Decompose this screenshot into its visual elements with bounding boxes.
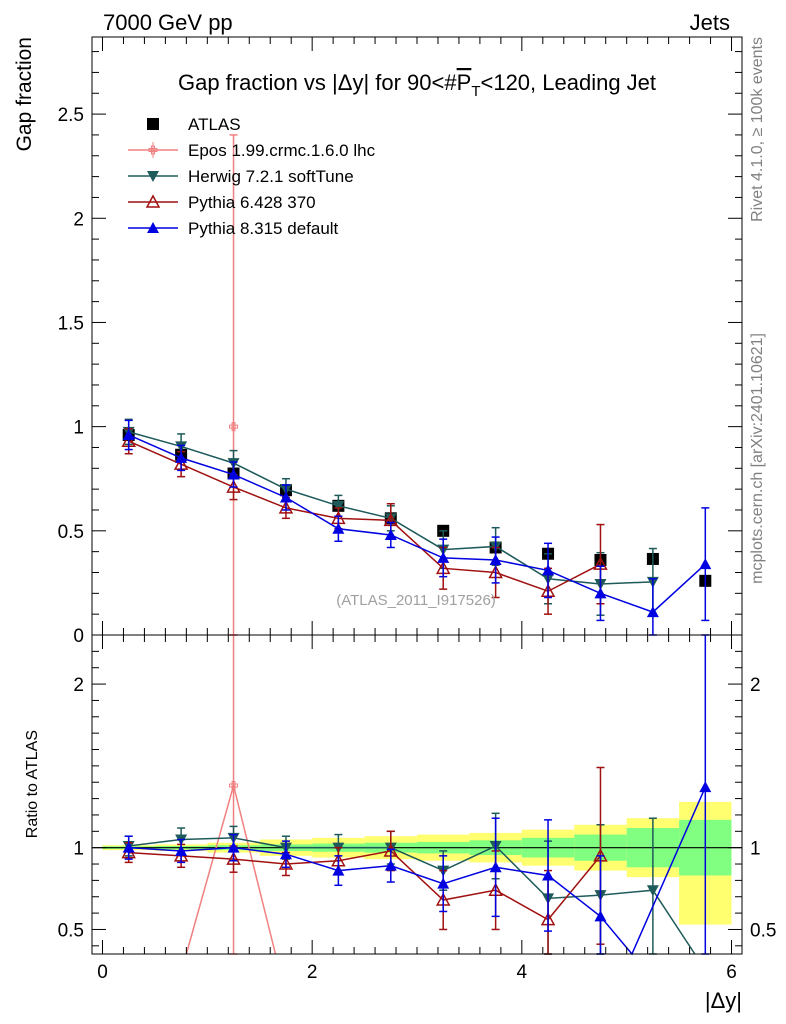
legend-label-herwig: Herwig 7.2.1 softTune [188, 167, 354, 186]
ratio-xtick-label: 6 [726, 962, 737, 983]
ratio-pythia8-point-0 [122, 841, 135, 853]
legend-label-epos: Epos 1.99.crmc.1.6.0 lhc [188, 141, 376, 160]
title-p: P [457, 70, 472, 95]
epos-point-0 [229, 422, 239, 432]
legend-item-herwig: Herwig 7.2.1 softTune [128, 167, 354, 186]
ratio-series-epos [185, 634, 277, 955]
title-sub: T [471, 83, 480, 100]
ratio-ytick-label-right: 1 [750, 839, 761, 860]
pythia8-point-8 [542, 564, 555, 576]
series-atlas [122, 428, 712, 587]
title-pre: Gap fraction vs |Δy| for 90<# [178, 70, 457, 95]
legend-label-pythia8: Pythia 8.315 default [188, 219, 339, 238]
pythia8-point-0 [122, 428, 135, 440]
main-ytick-label: 2 [73, 209, 84, 230]
ratio-ytick-label: 0.5 [58, 920, 84, 941]
uncertainty-bands [102, 801, 732, 925]
ratio-pythia8-point-3 [279, 848, 292, 860]
header-left: 7000 GeV pp [103, 10, 233, 35]
ratio-ytick-label: 1 [73, 839, 84, 860]
ratio-herwig-line [128, 837, 696, 955]
herwig-point-4 [332, 500, 345, 512]
legend-label-atlas: ATLAS [188, 115, 241, 134]
title-post: <120, Leading Jet [480, 70, 656, 95]
ratio-pythia8-point-1 [175, 844, 188, 856]
pythia8-point-9 [594, 587, 607, 599]
ratio-y-label: Ratio to ATLAS [24, 730, 41, 838]
side-label-top: Rivet 4.1.0, ≥ 100k events [749, 37, 766, 222]
pythia6-point-3 [278, 500, 294, 514]
ratio-ytick-label-right: 2 [750, 675, 761, 696]
ratio-pythia8-point-11 [699, 781, 712, 793]
main-ytick-label: 2.5 [58, 105, 84, 126]
main-title: Gap fraction vs |Δy| for 90<#PT<120, Lea… [178, 70, 656, 100]
legend-item-epos: Epos 1.99.crmc.1.6.0 lhc [128, 141, 376, 160]
legend-marker-atlas [147, 118, 159, 130]
main-ytick-label: 0 [73, 626, 84, 647]
ratio-xtick-label: 0 [97, 962, 108, 983]
ratio-series-pythia8 [122, 634, 712, 956]
ratio-epos-line [185, 782, 277, 955]
legend-item-atlas: ATLAS [147, 115, 241, 134]
legend-marker-epos [148, 145, 158, 155]
ratio-epos-point-1 [229, 781, 239, 791]
ratio-pythia8-point-8 [542, 869, 555, 881]
pythia6-line [128, 440, 601, 593]
legend-marker-herwig [147, 171, 159, 182]
ratio-xtick-label: 2 [307, 962, 318, 983]
ratio-pythia8-point-7 [489, 861, 502, 873]
ratio-herwig-point-10 [646, 885, 659, 897]
pythia8-point-11 [699, 558, 712, 570]
pythia8-point-1 [175, 451, 188, 463]
series-pythia8 [122, 419, 712, 636]
main-ytick-label: 0.5 [58, 522, 84, 543]
ratio-pythia8-point-5 [384, 859, 397, 871]
ratio-ytick-label-right: 0.5 [750, 920, 776, 941]
legend-item-pythia6: Pythia 6.428 370 [128, 193, 316, 212]
main-ytick-label: 1.5 [58, 313, 84, 334]
header-right: Jets [690, 10, 730, 35]
ratio-pythia6-line [128, 850, 602, 921]
pythia8-point-3 [279, 491, 292, 503]
x-axis-label: |Δy| [705, 988, 742, 1013]
pythia8-point-4 [332, 522, 345, 534]
main-panel: 0 0.5 1 1.5 2 2.5 Gap fraction Gap fraction v… [13, 36, 743, 647]
pythia8-point-5 [384, 528, 397, 540]
watermark: (ATLAS_2011_I917526) [336, 592, 496, 609]
legend: ATLAS Epos 1.99.crmc.1.6.0 lhc Herwig 7.2.… [128, 115, 376, 238]
ratio-ytick-label: 2 [73, 675, 84, 696]
pythia8-point-10 [646, 606, 659, 618]
main-y-label: Gap fraction [13, 37, 36, 151]
legend-marker-pythia8 [147, 222, 159, 233]
ratio-panel: 0.5 0.5 1 1 2 2 0 2 4 6 Ratio to ATLAS |Δy| [24, 634, 776, 1013]
ratio-frame [91, 634, 743, 955]
series-pythia6 [121, 427, 608, 615]
side-label-bottom: mcplots.cern.ch [arXiv:2401.10621] [749, 333, 766, 584]
ratio-pythia8-point-6 [437, 877, 450, 889]
legend-item-pythia8: Pythia 8.315 default [128, 219, 339, 238]
pythia8-point-2 [227, 468, 240, 480]
legend-marker-pythia6 [145, 194, 161, 208]
pythia8-point-7 [489, 553, 502, 565]
ratio-pythia6-point-2 [226, 851, 241, 865]
ratio-pythia8-line [128, 786, 706, 956]
ratio-pythia6-point-3 [278, 856, 294, 870]
pythia8-line [128, 434, 706, 613]
ratio-pythia8-point-4 [332, 864, 345, 876]
ratio-xtick-label: 4 [517, 962, 528, 983]
main-ytick-label: 1 [73, 418, 84, 439]
ratio-pythia8-point-2 [227, 841, 240, 853]
pythia8-point-6 [437, 551, 450, 563]
legend-label-pythia6: Pythia 6.428 370 [188, 193, 316, 212]
ratio-pythia8-point-9 [594, 910, 607, 922]
